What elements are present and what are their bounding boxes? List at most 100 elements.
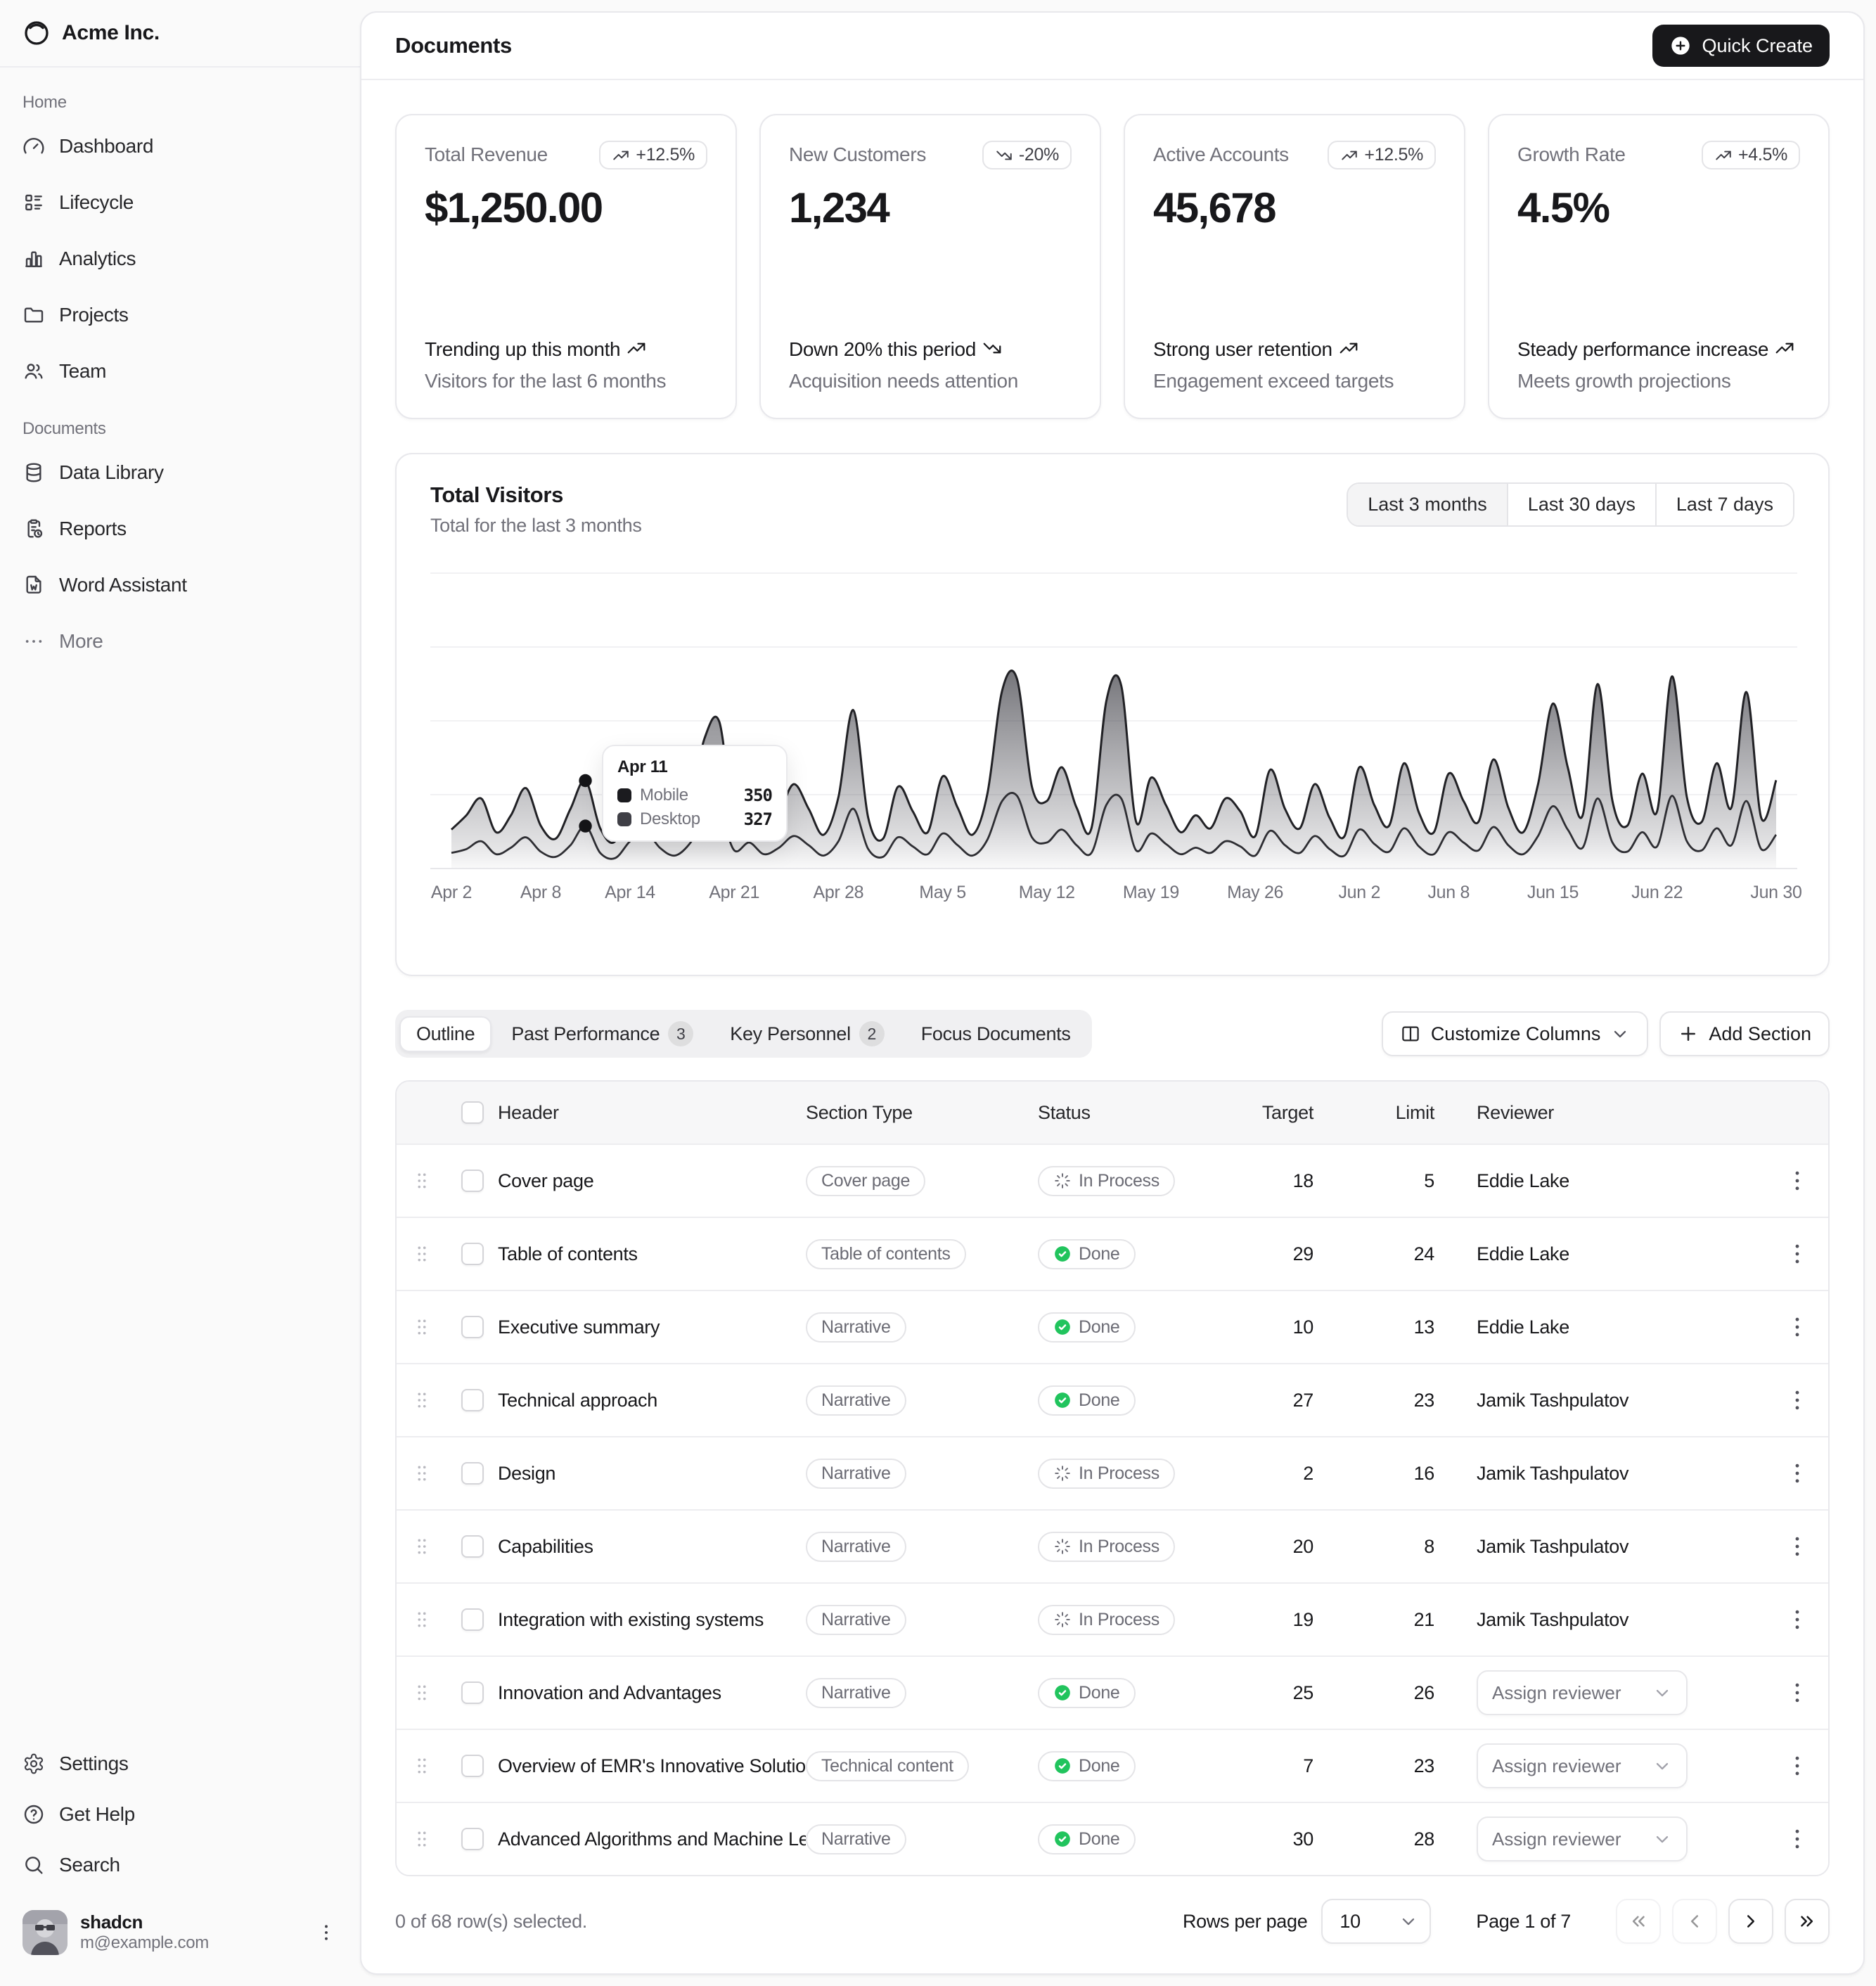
header-checkbox-cell (447, 1101, 498, 1124)
row-checkbox[interactable] (461, 1755, 484, 1777)
grip-vertical-icon[interactable] (411, 1462, 433, 1485)
tab-outline[interactable]: Outline (399, 1016, 492, 1052)
ellipsis-vertical-icon (1783, 1679, 1811, 1707)
rows-per-page-select[interactable]: 10 (1321, 1899, 1432, 1944)
x-tick-label: Apr 14 (605, 883, 655, 902)
row-checkbox[interactable] (461, 1608, 484, 1631)
next-page-button[interactable] (1728, 1899, 1773, 1944)
row-checkbox[interactable] (461, 1243, 484, 1265)
customize-columns-button[interactable]: Customize Columns (1381, 1011, 1649, 1056)
row-menu-button[interactable] (1783, 1606, 1811, 1634)
row-menu-button[interactable] (1783, 1167, 1811, 1195)
user-email: m@example.com (80, 1933, 209, 1952)
sidebar-item-reports[interactable]: Reports (11, 506, 349, 551)
section-type-text: Narrative (821, 1463, 891, 1483)
add-section-button[interactable]: Add Section (1659, 1011, 1830, 1056)
table-row: Cover page Cover page In Process 18 5 Eddie L… (397, 1143, 1828, 1217)
column-header-target: Target (1261, 1101, 1313, 1123)
trend-badge-value: -20% (1018, 145, 1059, 165)
grip-vertical-icon[interactable] (411, 1535, 433, 1558)
section-type-text: Narrative (821, 1609, 891, 1629)
tooltip-series-label: Mobile (640, 786, 688, 805)
select-all-checkbox[interactable] (461, 1101, 484, 1124)
row-menu-button[interactable] (1783, 1459, 1811, 1487)
range-button-last-7-days[interactable]: Last 7 days (1655, 484, 1793, 525)
row-menu-button[interactable] (1783, 1313, 1811, 1341)
row-checkbox[interactable] (461, 1681, 484, 1704)
sidebar-item-more[interactable]: More (11, 619, 349, 664)
sidebar-item-lifecycle[interactable]: Lifecycle (11, 180, 349, 225)
sidebar-item-data-library[interactable]: Data Library (11, 450, 349, 495)
sidebar-item-label: Settings (59, 1753, 129, 1774)
row-menu-button[interactable] (1783, 1386, 1811, 1414)
sidebar-item-get-help[interactable]: Get Help (11, 1792, 349, 1837)
section-type-text: Table of contents (821, 1243, 951, 1264)
drag-cell (397, 1535, 447, 1558)
cell-section-type: Narrative (806, 1458, 1038, 1489)
grip-vertical-icon[interactable] (411, 1681, 433, 1704)
first-page-button[interactable] (1616, 1899, 1661, 1944)
tab-past-performance[interactable]: Past Performance 3 (494, 1014, 710, 1053)
row-menu-button[interactable] (1783, 1532, 1811, 1561)
users-icon (23, 360, 45, 383)
sidebar-item-projects[interactable]: Projects (11, 293, 349, 338)
row-checkbox[interactable] (461, 1389, 484, 1411)
chart-bar-icon (23, 248, 45, 270)
cell-header: Overview of EMR's Innovative Solutions (498, 1755, 806, 1776)
range-button-last-30-days[interactable]: Last 30 days (1506, 484, 1655, 525)
assign-reviewer-select[interactable]: Assign reviewer (1477, 1670, 1688, 1715)
grip-vertical-icon[interactable] (411, 1755, 433, 1777)
row-menu-button[interactable] (1783, 1679, 1811, 1707)
sidebar-header[interactable]: Acme Inc. (0, 0, 360, 68)
sidebar-item-settings[interactable]: Settings (11, 1741, 349, 1786)
cell-menu (1766, 1386, 1828, 1414)
avatar (23, 1910, 68, 1955)
status-text: Done (1079, 1390, 1120, 1410)
stat-card-value: 4.5% (1517, 184, 1610, 231)
row-checkbox[interactable] (461, 1535, 484, 1558)
stat-card-footer-title: Steady performance increase (1517, 335, 1800, 364)
cell-header: Table of contents (498, 1243, 638, 1264)
row-menu-button[interactable] (1783, 1752, 1811, 1780)
last-page-button[interactable] (1785, 1899, 1830, 1944)
quick-create-button[interactable]: Quick Create (1652, 25, 1830, 67)
x-tick-label: May 26 (1227, 883, 1284, 902)
row-checkbox[interactable] (461, 1170, 484, 1192)
sidebar-nav: Home Dashboard Lifecycle Analytics Projects T… (11, 79, 349, 675)
trend-badge: -20% (982, 141, 1072, 169)
sidebar-item-word-assistant[interactable]: Word Assistant (11, 563, 349, 608)
dots-icon (23, 630, 45, 653)
grip-vertical-icon[interactable] (411, 1828, 433, 1850)
user-menu[interactable]: shadcn m@example.com (11, 1899, 349, 1966)
sidebar-item-analytics[interactable]: Analytics (11, 236, 349, 281)
row-menu-button[interactable] (1783, 1240, 1811, 1268)
brand-name: Acme Inc. (62, 21, 160, 44)
row-menu-button[interactable] (1783, 1825, 1811, 1853)
tab-focus-documents[interactable]: Focus Documents (904, 1016, 1088, 1052)
assign-reviewer-select[interactable]: Assign reviewer (1477, 1817, 1688, 1862)
ellipsis-vertical-icon[interactable] (315, 1921, 338, 1944)
grip-vertical-icon[interactable] (411, 1170, 433, 1192)
status-badge: In Process (1038, 1458, 1175, 1489)
sidebar-item-team[interactable]: Team (11, 349, 349, 394)
prev-page-button[interactable] (1672, 1899, 1717, 1944)
table-row: Capabilities Narrative In Process 20 8 Jamik … (397, 1509, 1828, 1582)
assign-reviewer-select[interactable]: Assign reviewer (1477, 1743, 1688, 1788)
row-checkbox[interactable] (461, 1828, 484, 1850)
grip-vertical-icon[interactable] (411, 1608, 433, 1631)
section-type-badge: Table of contents (806, 1238, 966, 1269)
cell-header: Innovation and Advantages (498, 1681, 721, 1703)
row-checkbox[interactable] (461, 1316, 484, 1338)
chart-plot[interactable]: Apr 2 Apr 8 Apr 14 Apr 21 Apr 28 May 5 May 12 M… (430, 559, 1802, 908)
sidebar-item-search[interactable]: Search (11, 1843, 349, 1888)
grip-vertical-icon[interactable] (411, 1316, 433, 1338)
range-button-last-3-months[interactable]: Last 3 months (1348, 484, 1507, 525)
tab-key-personnel[interactable]: Key Personnel 2 (713, 1014, 901, 1053)
grip-vertical-icon[interactable] (411, 1243, 433, 1265)
row-checkbox[interactable] (461, 1462, 484, 1485)
cell-status: In Process (1038, 1165, 1249, 1196)
grip-vertical-icon[interactable] (411, 1389, 433, 1411)
sidebar-item-dashboard[interactable]: Dashboard (11, 124, 349, 169)
check-circle-icon (1053, 1830, 1072, 1848)
checkbox-cell (447, 1828, 498, 1850)
